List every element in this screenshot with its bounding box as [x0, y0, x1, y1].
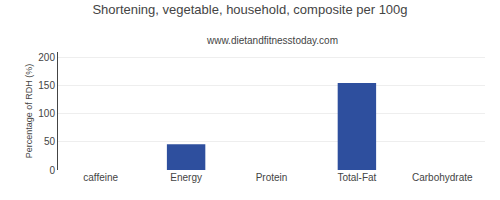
- svg-text:Protein: Protein: [256, 172, 288, 183]
- svg-text:Energy: Energy: [170, 172, 202, 183]
- svg-text:200: 200: [38, 52, 55, 63]
- svg-text:Percentage of RDH (%): Percentage of RDH (%): [24, 64, 34, 159]
- svg-text:100: 100: [38, 108, 55, 119]
- svg-text:150: 150: [38, 80, 55, 91]
- svg-text:caffeine: caffeine: [83, 172, 118, 183]
- svg-text:Carbohydrate: Carbohydrate: [412, 172, 473, 183]
- svg-text:50: 50: [44, 136, 56, 147]
- svg-text:Shortening, vegetable, househo: Shortening, vegetable, household, compos…: [92, 2, 407, 17]
- svg-text:Total-Fat: Total-Fat: [337, 172, 376, 183]
- svg-text:www.dietandfitnesstoday.com: www.dietandfitnesstoday.com: [206, 35, 338, 46]
- svg-text:0: 0: [49, 165, 55, 176]
